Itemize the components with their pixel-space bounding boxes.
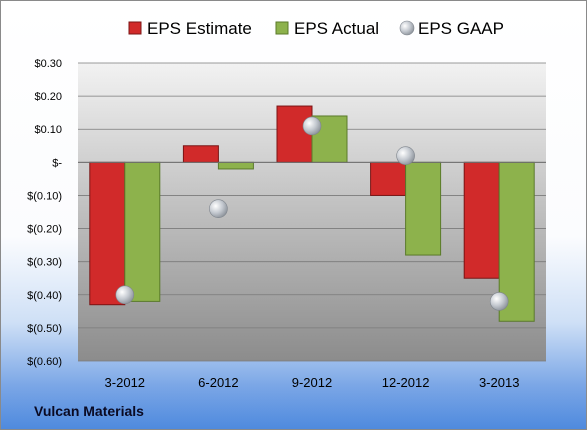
y-tick-label: $(0.40): [27, 290, 62, 302]
x-tick-label: 9-2012: [292, 375, 332, 390]
x-tick-label: 6-2012: [198, 375, 238, 390]
y-tick-label: $(0.30): [27, 257, 62, 269]
legend-label: EPS Actual: [294, 19, 379, 38]
y-tick-label: $(0.50): [27, 323, 62, 335]
point-eps-gaap: [489, 292, 509, 311]
bar-eps-estimate: [276, 105, 313, 163]
y-axis: $0.30 $0.20 $0.10 $- $(0.10) $(0.20) $(0.30) $(…: [27, 58, 62, 368]
y-tick-label: $(0.60): [27, 356, 62, 368]
point-eps-gaap: [396, 146, 415, 166]
point-eps-gaap: [302, 116, 322, 136]
bar-eps-estimate: [182, 145, 219, 163]
x-tick-label: 3-2013: [479, 375, 519, 390]
bar-eps-actual: [217, 161, 254, 170]
legend-swatch: [275, 21, 289, 35]
gaap-points: [115, 116, 509, 311]
legend-label: EPS GAAP: [418, 19, 504, 38]
y-tick-label: $0.20: [34, 91, 62, 103]
legend-label: EPS Estimate: [147, 19, 252, 38]
x-axis: 3-2012 6-2012 9-2012 12-2012 3-2013: [105, 375, 520, 390]
legend-swatch: [128, 21, 142, 35]
point-eps-gaap: [209, 199, 228, 218]
point-eps-gaap: [115, 285, 135, 305]
bar-eps-estimate: [89, 161, 126, 306]
legend-swatch: [399, 20, 415, 36]
company-name: Vulcan Materials: [34, 403, 144, 419]
bars: [89, 105, 535, 322]
legend: EPS Estimate EPS Actual EPS GAAP: [128, 19, 504, 38]
y-tick-label: $(0.20): [27, 224, 62, 236]
y-tick-label: $0.10: [34, 124, 62, 136]
x-tick-label: 3-2012: [105, 375, 145, 390]
bar-eps-estimate: [463, 161, 500, 279]
bar-eps-actual: [124, 161, 161, 302]
bar-eps-actual: [405, 161, 442, 256]
bar-eps-estimate: [370, 161, 407, 196]
x-tick-label: 12-2012: [382, 375, 430, 390]
bar-eps-actual: [498, 161, 535, 322]
y-tick-label: $-: [52, 157, 62, 169]
y-tick-label: $0.30: [34, 58, 62, 70]
y-tick-label: $(0.10): [27, 190, 62, 202]
